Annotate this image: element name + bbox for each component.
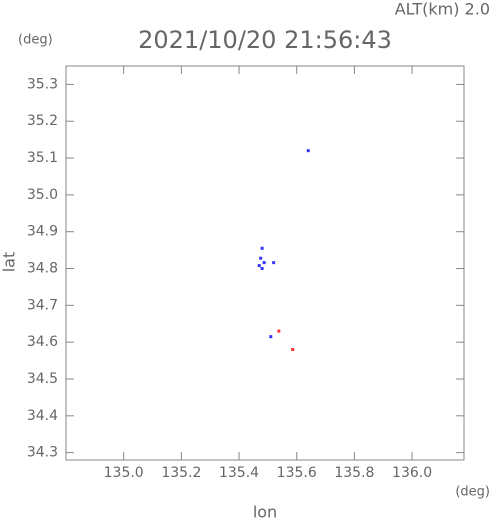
point bbox=[260, 246, 264, 250]
plot-frame bbox=[65, 65, 465, 461]
point bbox=[272, 261, 276, 265]
y-tick-label: 35.2 bbox=[27, 113, 58, 129]
y-tick-label: 34.3 bbox=[27, 445, 58, 461]
point bbox=[262, 261, 266, 265]
y-unit: (deg) bbox=[18, 33, 53, 48]
y-tick-label: 35.1 bbox=[27, 150, 58, 166]
y-tick-label: 35.0 bbox=[27, 187, 58, 203]
x-tick-label: 135.4 bbox=[219, 465, 259, 481]
y-tick-label: 34.5 bbox=[27, 371, 58, 387]
y-label: lat bbox=[0, 252, 19, 273]
y-tick-label: 34.7 bbox=[27, 297, 58, 313]
x-tick-label: 136.0 bbox=[392, 465, 432, 481]
point bbox=[260, 267, 264, 271]
x-tick-label: 135.2 bbox=[161, 465, 201, 481]
x-tick-label: 135.0 bbox=[104, 465, 144, 481]
y-tick-label: 34.4 bbox=[27, 408, 58, 424]
point bbox=[257, 264, 261, 268]
point bbox=[259, 256, 263, 260]
point bbox=[306, 149, 310, 153]
chart-title: 2021/10/20 21:56:43 bbox=[138, 26, 392, 54]
x-label: lon bbox=[253, 503, 277, 521]
point bbox=[291, 348, 295, 352]
point bbox=[269, 335, 273, 339]
x-unit: (deg) bbox=[455, 485, 490, 500]
x-tick-label: 135.8 bbox=[334, 465, 374, 481]
y-tick-label: 35.3 bbox=[27, 76, 58, 92]
point bbox=[277, 329, 281, 333]
y-tick-label: 34.6 bbox=[27, 334, 58, 350]
x-tick-label: 135.6 bbox=[277, 465, 317, 481]
subtitle: ALT(km) 2.0 bbox=[395, 0, 490, 19]
y-tick-label: 34.8 bbox=[27, 261, 58, 277]
y-tick-label: 34.9 bbox=[27, 224, 58, 240]
